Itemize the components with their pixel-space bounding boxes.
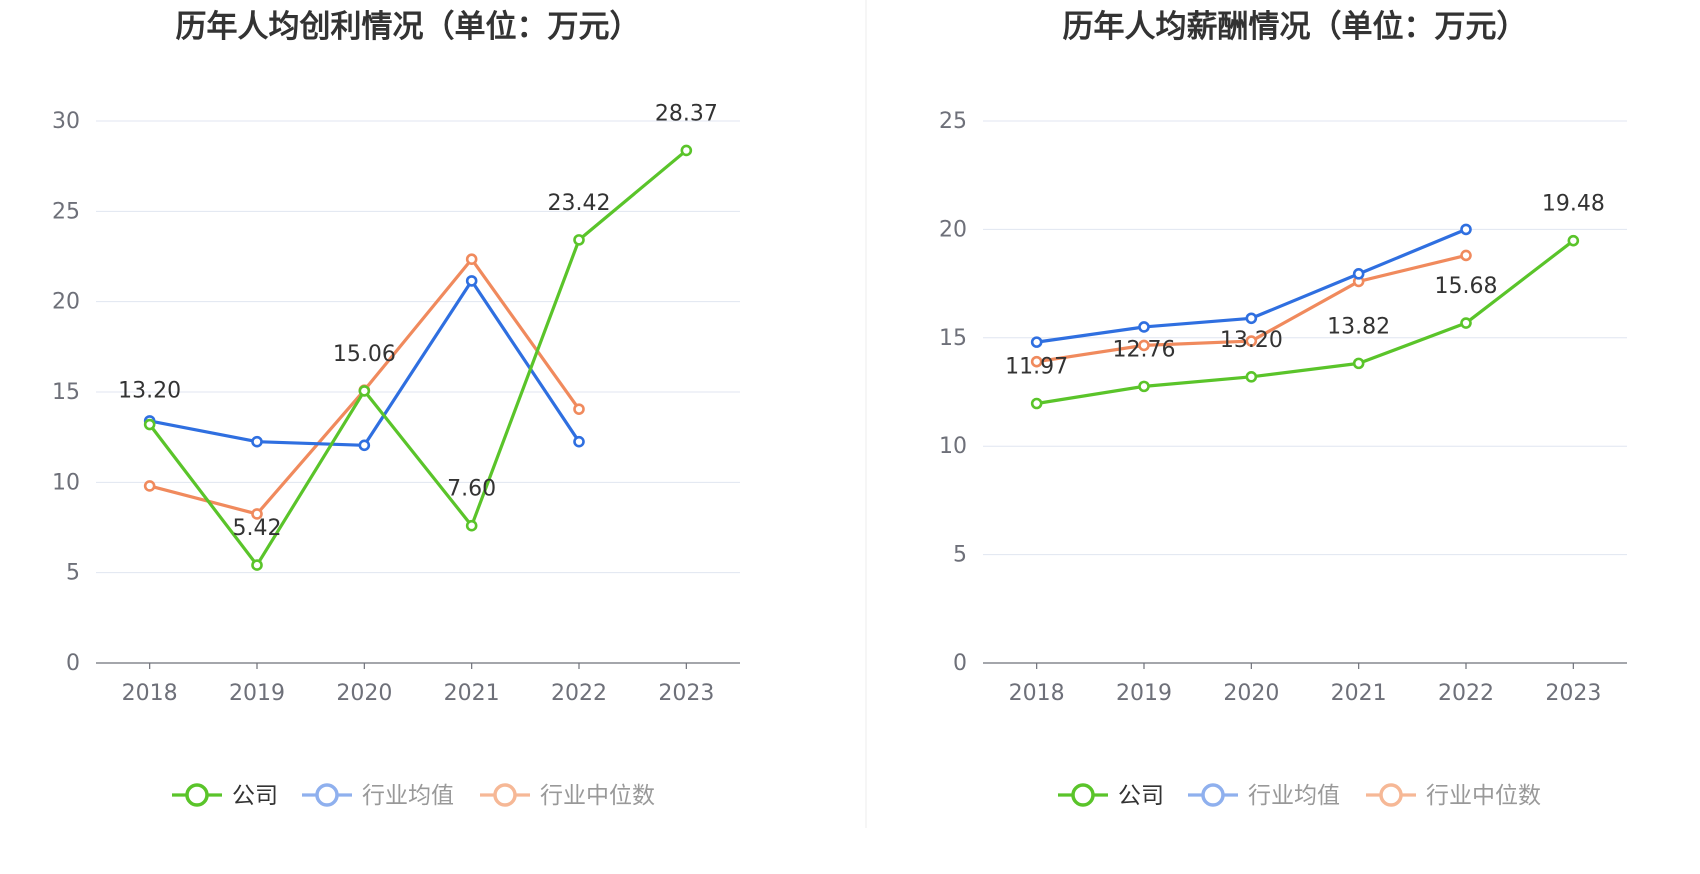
x-tick-label: 2019 [1116,681,1172,706]
data-point[interactable] [680,144,693,157]
data-label: 28.37 [655,101,718,126]
data-label: 23.42 [548,191,611,216]
legend-marker-icon [1379,783,1403,807]
chart-title: 历年人均创利情况（单位：万元） [176,9,641,45]
series-line [148,149,688,567]
series-0: 11.97 12.76 13.20 13.82 15.68 19.48 [1005,192,1605,410]
legend-label: 行业中位数 [1426,783,1541,809]
series-0: 13.20 5.42 15.06 7.60 23.42 28.37 [118,101,718,571]
legend-label: 公司 [1118,783,1164,809]
data-point[interactable] [1567,234,1580,247]
data-point[interactable] [143,418,156,431]
data-point[interactable] [573,234,585,246]
y-tick-label: 15 [52,380,80,405]
x-tick-label: 2021 [1331,681,1387,706]
data-point[interactable] [1352,357,1365,370]
data-point[interactable] [1030,355,1043,368]
data-point[interactable] [358,439,371,452]
legend-label: 行业均值 [362,783,454,809]
data-point[interactable] [1352,268,1365,280]
legend: 公司 行业均值 行业中位数 [172,783,655,809]
legend-item[interactable]: 公司 [1058,783,1164,809]
data-point[interactable] [1030,397,1043,410]
data-point[interactable] [1245,371,1258,383]
legend-item[interactable]: 行业均值 [1188,783,1340,809]
data-point[interactable] [573,435,585,448]
x-tick-label: 2022 [551,681,607,706]
y-tick-label: 5 [953,543,967,568]
series-line [1036,227,1467,344]
data-label: 13.20 [118,379,181,404]
data-point[interactable] [1460,249,1472,262]
series-1 [1030,223,1472,348]
data-label: 12.76 [1113,337,1176,362]
data-point[interactable] [251,435,263,448]
data-point[interactable] [251,508,263,520]
y-tick-label: 15 [939,326,967,351]
data-point[interactable] [573,403,585,415]
y-tick-label: 20 [939,217,967,242]
data-label: 5.42 [233,516,282,541]
x-tick-label: 2022 [1438,681,1494,706]
data-label: 7.60 [447,477,496,502]
x-tick-label: 2020 [336,681,392,706]
data-label: 15.06 [333,342,396,367]
y-tick-label: 5 [66,561,80,586]
legend-item[interactable]: 公司 [172,783,278,809]
data-point[interactable] [1138,321,1150,333]
chart-2: 历年人均薪酬情况（单位：万元） 0 5 10 15 20 25 2018 2019 2020 202… [939,9,1627,809]
data-point[interactable] [465,519,478,532]
legend-marker-icon [1071,783,1095,807]
x-tick-label: 2023 [658,681,714,706]
legend-label: 公司 [232,783,278,809]
data-point[interactable] [1030,336,1043,348]
data-point[interactable] [251,559,263,571]
data-label: 15.68 [1435,274,1498,299]
data-label: 11.97 [1005,354,1068,379]
legend-marker-icon [493,783,517,807]
y-tick-label: 0 [66,651,80,676]
legend-marker-icon [185,783,209,807]
legend-marker-icon [315,783,339,807]
x-tick-label: 2018 [1009,681,1065,706]
series-line [1036,239,1575,406]
legend-item[interactable]: 行业中位数 [1366,783,1541,809]
data-label: 13.20 [1220,328,1283,353]
x-tick-label: 2020 [1223,681,1279,706]
y-tick-label: 25 [52,199,80,224]
data-point[interactable] [1460,317,1472,329]
x-tick-label: 2021 [444,681,500,706]
chart-title: 历年人均薪酬情况（单位：万元） [1063,9,1528,45]
legend-label: 行业中位数 [540,783,655,809]
legend-item[interactable]: 行业均值 [302,783,454,809]
data-label: 19.48 [1542,192,1605,217]
x-tick-label: 2019 [229,681,285,706]
x-tick-label: 2023 [1545,681,1601,706]
legend: 公司 行业均值 行业中位数 [1058,783,1541,809]
legend-label: 行业均值 [1248,783,1340,809]
data-point[interactable] [358,385,371,397]
y-tick-label: 20 [52,290,80,315]
data-point[interactable] [465,253,478,266]
data-point[interactable] [1245,312,1258,325]
y-tick-label: 10 [52,470,80,495]
data-point[interactable] [1460,223,1472,236]
series-1 [143,275,585,452]
x-tick-label: 2018 [122,681,178,706]
y-tick-label: 0 [953,651,967,676]
legend-item[interactable]: 行业中位数 [480,783,655,809]
legend-marker-icon [1201,783,1225,807]
data-point[interactable] [1138,380,1150,393]
y-tick-label: 30 [52,109,80,134]
data-point[interactable] [143,480,156,492]
data-point[interactable] [465,275,478,287]
y-tick-label: 25 [939,109,967,134]
data-point[interactable] [1138,339,1150,352]
chart-1: 历年人均创利情况（单位：万元） 0 5 10 15 20 25 30 2018 2019 2020 2… [52,9,740,809]
y-tick-label: 10 [939,434,967,459]
data-label: 13.82 [1327,314,1390,339]
data-point[interactable] [1245,335,1258,347]
